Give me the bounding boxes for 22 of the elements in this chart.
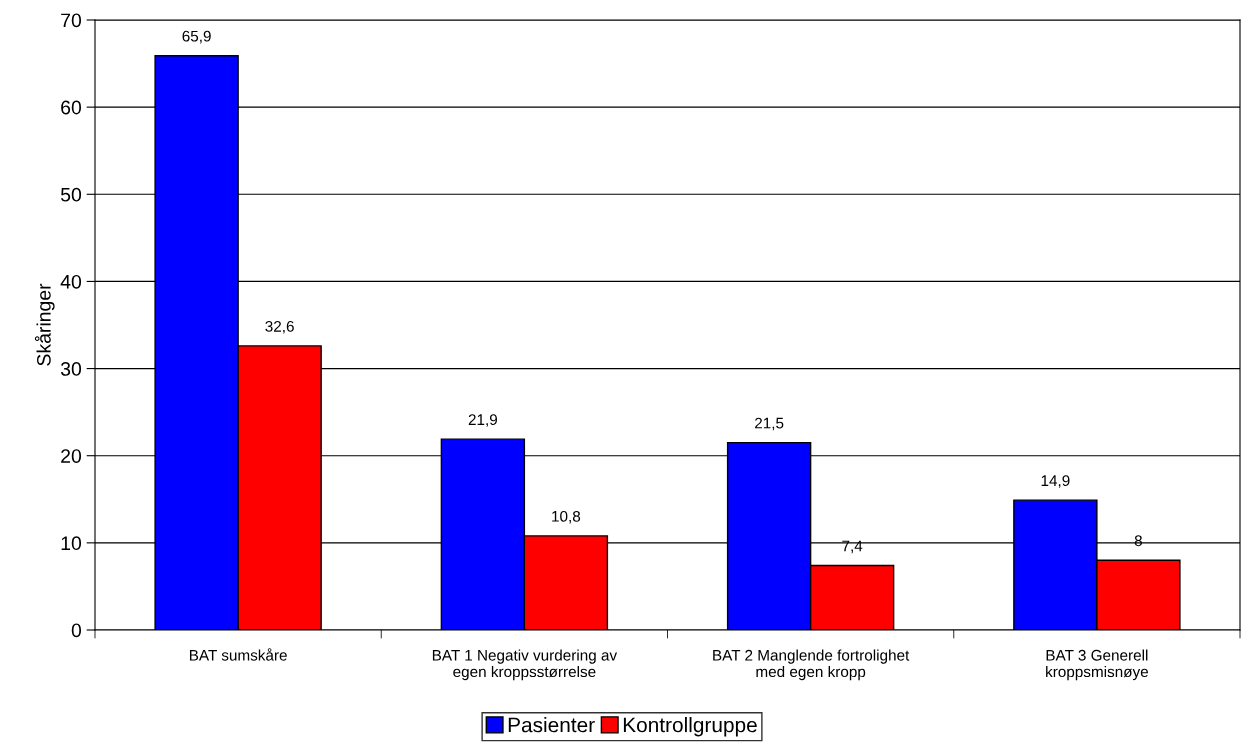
x-tick-label: BAT 1 Negativ vurdering av egen kroppsstørrelse xyxy=(432,649,618,681)
y-tick-label: 0 xyxy=(71,623,82,638)
data-label: 65,9 xyxy=(182,30,211,44)
x-tick-label: BAT sumskåre xyxy=(189,648,287,661)
data-label: 21,5 xyxy=(755,417,784,431)
y-tick-label: 40 xyxy=(60,274,82,289)
x-tick-label: BAT 3 Generell kroppsmisnøye xyxy=(1046,649,1148,681)
x-tick-label: BAT 2 Manglende fortrolighet med egen kropp xyxy=(713,649,910,681)
y-tick-label: 30 xyxy=(60,362,82,376)
data-label: 7,4 xyxy=(842,540,863,554)
y-tick-label: 20 xyxy=(61,449,82,463)
y-tick-label: 10 xyxy=(61,536,82,551)
y-tick-label: 60 xyxy=(61,100,82,115)
y-tick-label: 70 xyxy=(61,13,82,28)
data-label: 32,6 xyxy=(265,320,294,334)
data-label: 14,9 xyxy=(1041,475,1070,488)
legend-label: Kontrollgruppe xyxy=(623,717,757,737)
y-tick-label: 50 xyxy=(60,187,82,202)
y-axis-title: Skåringer xyxy=(34,283,55,366)
data-label: 21,9 xyxy=(468,414,498,427)
legend-label: Pasienter xyxy=(508,717,595,733)
data-label: 10,8 xyxy=(552,510,581,524)
